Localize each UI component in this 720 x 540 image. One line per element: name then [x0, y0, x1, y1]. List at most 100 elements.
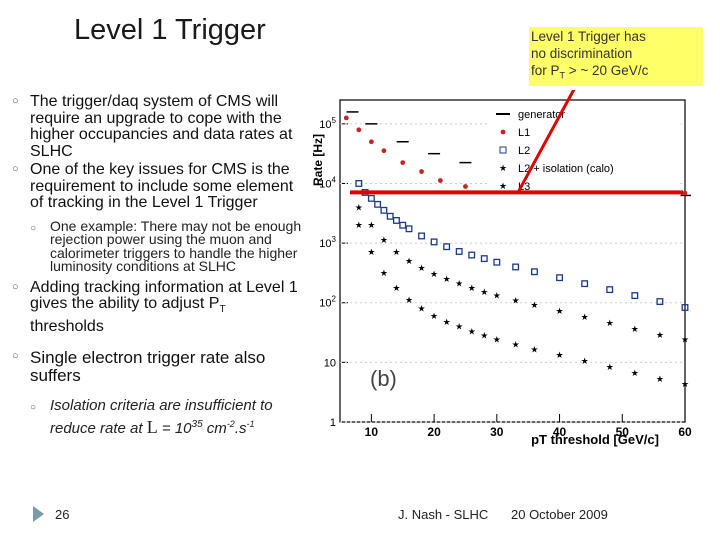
note-line-3: for PT > ~ 20 GeV/c: [531, 62, 701, 85]
grid-lines: [340, 123, 686, 423]
data-point: [468, 251, 476, 259]
x-axis-label: pT threshold [GeV/c]: [531, 432, 659, 447]
legend-label: L2: [518, 145, 530, 157]
sub-bullet-1: ○ One example: There may not be enough r…: [12, 219, 302, 274]
data-point: ★: [392, 247, 400, 257]
data-point: [493, 258, 501, 266]
data-point: ★: [556, 350, 564, 360]
panel-label: (b): [370, 366, 397, 391]
legend-marker: ★: [499, 181, 507, 191]
data-point: ★: [530, 300, 538, 310]
x-tick-label: 20: [427, 425, 441, 439]
data-point: [443, 243, 451, 251]
sub-bullet-2-d: .s: [234, 420, 247, 438]
sub-bullet-2-a: Isolation criteria are insufficient to r…: [50, 397, 273, 438]
legend-marker: [500, 129, 506, 135]
data-point: ★: [480, 287, 488, 297]
bullet-marker-icon: ○: [12, 95, 19, 107]
bullet-3-text-a: Adding tracking information at Level 1 g…: [30, 278, 298, 312]
data-point: [430, 238, 438, 246]
sub-bullet-marker-icon: ○: [30, 222, 37, 234]
data-point: ★: [367, 220, 375, 230]
data-point: ★: [656, 374, 664, 384]
callout-note: Level 1 Trigger has no discrimination fo…: [529, 27, 703, 86]
footer-date: 20 October 2009: [511, 507, 608, 522]
data-point: ★: [681, 379, 689, 389]
sub-bullet-2: ○ Isolation criteria are insufficient to…: [12, 397, 302, 438]
data-point: ★: [355, 202, 363, 212]
data-point: ★: [455, 322, 463, 332]
x-tick-label: 30: [490, 425, 504, 439]
series-l3: ★ ★ ★ ★ ★ ★ ★ ★ ★ ★ ★ ★ ★ ★ ★ ★ ★ ★ ★ ★: [355, 220, 689, 389]
bullet-3: ○ Adding tracking information at Level 1…: [12, 278, 302, 336]
data-point: [343, 115, 349, 121]
data-point: ★: [556, 306, 564, 316]
bullet-4: ○ Single electron trigger rate also suff…: [12, 349, 302, 385]
data-point: ★: [418, 304, 426, 314]
sub-bullet-2-exp: 35: [191, 419, 203, 431]
sub-bullet-2-exp3: -1: [246, 419, 255, 430]
data-point: ★: [493, 335, 501, 345]
data-point: ★: [355, 220, 363, 230]
y-tick-label: 1: [330, 417, 336, 429]
y-tick-label: 10: [324, 357, 336, 369]
data-point: ★: [656, 330, 664, 340]
sub-bullet-2-b: = 10: [157, 420, 192, 438]
data-point: ★: [418, 263, 426, 273]
data-point: ★: [380, 235, 388, 245]
legend-label: generator: [518, 109, 565, 121]
sub-bullet-2-c: cm: [202, 420, 227, 438]
sub-bullet-marker-icon: ○: [30, 402, 37, 414]
x-tick-label: 40: [553, 425, 567, 439]
data-point: [631, 292, 639, 300]
luminosity-symbol: L: [146, 417, 158, 438]
y-axis-label: Rate [Hz]: [311, 134, 325, 186]
data-point: ★: [405, 256, 413, 266]
data-point: [512, 263, 520, 271]
x-tick-label: 60: [678, 425, 692, 439]
callout-arrow: [516, 90, 576, 194]
bullet-1: ○ The trigger/daq system of CMS will req…: [12, 93, 302, 160]
footer-author: J. Nash - SLHC: [398, 507, 489, 522]
data-point: [581, 280, 589, 288]
data-point: ★: [380, 268, 388, 278]
data-point: [356, 127, 362, 133]
slide-number-marker-icon: [33, 506, 44, 522]
data-point: [367, 194, 375, 202]
bullet-marker-icon: ○: [12, 280, 19, 293]
y-tick-label: 105: [319, 116, 336, 131]
series-l2-isolation-calo-: ★ ★ ★ ★ ★ ★ ★ ★ ★ ★ ★ ★ ★ ★ ★ ★ ★ ★ ★ ★: [355, 202, 689, 344]
data-point: ★: [430, 311, 438, 321]
legend-marker: [499, 146, 507, 154]
data-point: ★: [681, 335, 689, 345]
data-point: ★: [606, 318, 614, 328]
y-tick-label: 102: [319, 295, 336, 310]
data-point: ★: [430, 269, 438, 279]
data-point: [418, 232, 425, 240]
data-point: ★: [443, 274, 451, 284]
data-point: [480, 255, 488, 263]
note-line-3-sub: T: [559, 70, 566, 81]
data-point: [463, 184, 468, 189]
slide-title: Level 1 Trigger: [74, 14, 266, 46]
note-line-3-a: for P: [531, 63, 560, 78]
data-point: [368, 139, 374, 145]
legend-marker: ★: [499, 163, 507, 173]
data-point: [531, 268, 538, 276]
bullet-marker-icon: ○: [12, 350, 19, 363]
x-tick-labels: 10 20 30 40 50 60: [365, 425, 692, 439]
data-point: ★: [405, 295, 413, 305]
bullet-3-sub: T: [219, 304, 226, 316]
page-number: 26: [55, 507, 70, 522]
data-point: ★: [631, 324, 639, 334]
data-point: [606, 286, 614, 294]
data-point: ★: [631, 368, 639, 378]
note-line-2: no discrimination: [531, 46, 633, 61]
bullet-2: ○ One of the key issues for CMS is the r…: [12, 161, 302, 212]
data-point: ★: [443, 317, 451, 327]
bullet-2-text: One of the key issues for CMS is the req…: [30, 161, 294, 211]
bullet-3-text-b: thresholds: [30, 317, 104, 335]
data-point: ★: [606, 362, 614, 372]
x-tick-label: 10: [365, 425, 379, 439]
